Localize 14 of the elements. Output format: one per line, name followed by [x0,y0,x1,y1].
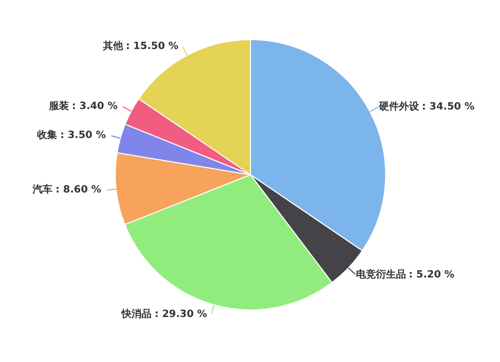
slice-label: 其他 [102,40,124,52]
slice-label: 快消品 [120,308,152,320]
data-label: : 15.50 % [126,40,178,52]
data-label: : 29.30 % [154,309,208,320]
slice-label: 收集 [37,129,58,142]
slice-label: 服装 [48,100,70,112]
data-label: : 3.40 % [72,100,118,112]
data-label: : 3.50 % [60,130,106,142]
slice-label: 硬件外设 [378,100,420,112]
data-label: : 8.60 % [56,184,102,196]
data-label: : 34.50 % [422,101,475,112]
slice-label: 汽车 [32,184,53,196]
data-label: : 5.20 % [408,269,454,280]
slice-label: 电竞衍生品 [356,268,406,280]
